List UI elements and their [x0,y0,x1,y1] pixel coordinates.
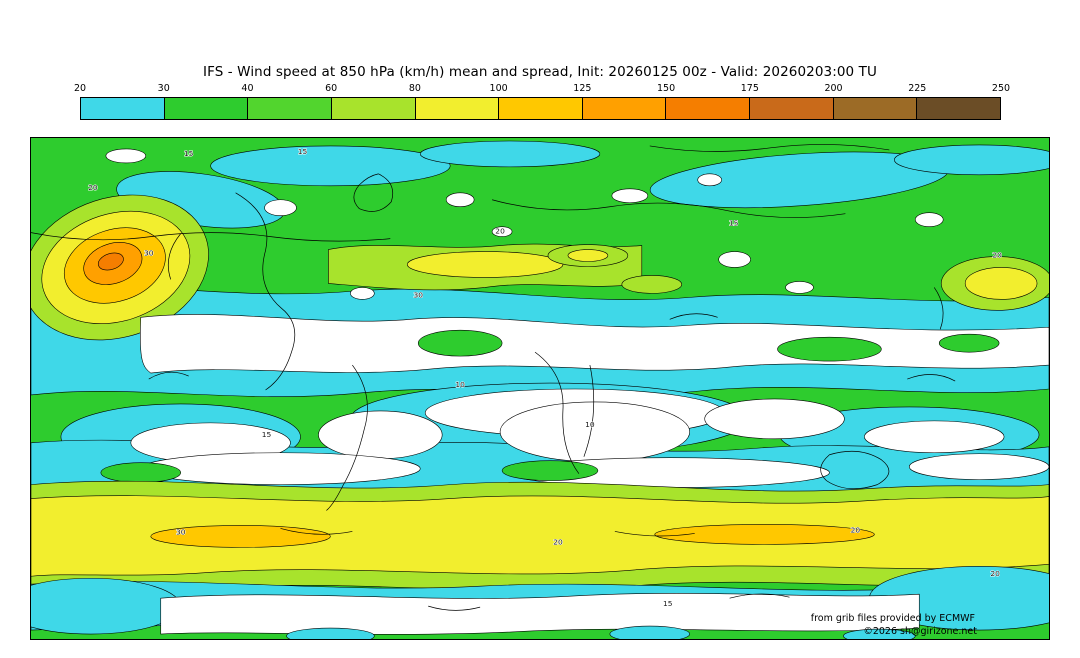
attribution-ecmwf: from grib files provided by ECMWF [810,613,975,624]
colorbar-segment [749,98,833,119]
colorbar-tick: 125 [573,83,592,94]
colorbar-segment [581,98,666,119]
colorbar-tick: 40 [241,83,254,94]
colorbar-tick: 60 [325,83,338,94]
contour-label: 15 [184,149,194,158]
map-canvas: 20 15 15 30 30 20 15 20 10 15 10 30 20 20 20 15 from gr… [30,137,1050,640]
antarctic-region [31,566,1049,639]
colorbar-tick: 250 [991,83,1011,94]
colorbar-segment [414,98,499,119]
contour-label: 20 [990,569,1000,578]
contour-label: 15 [729,219,739,228]
pacific-jet-maximum [31,194,209,341]
colorbar-segment [498,98,582,119]
colorbar-tick: 150 [657,83,676,94]
colorbar-segment [247,98,331,119]
contour-label: 20 [88,183,98,192]
small-white-spots [105,148,944,300]
contour-label: 30 [144,249,154,258]
colorbar-tick: 20 [73,83,87,94]
colorbar-tick: 80 [408,83,421,94]
attribution-copyright: ©2026 sh@girizone.net [863,626,977,637]
contour-label: 20 [992,251,1002,260]
southern-storm-track [31,480,1049,593]
contour-label: 20 [851,525,861,534]
colorbar-segment [330,98,415,119]
northern-yellow-bands [328,243,1049,311]
contour-label: 20 [553,537,563,546]
contour-label: 10 [585,420,595,429]
colorbar-tick: 200 [824,83,843,94]
contour-label: 10 [455,380,465,389]
contour-label: 15 [298,147,308,156]
colorbar-segment [832,98,917,119]
colorbar-segment [916,98,1001,119]
colorbar-tick: 100 [489,83,508,94]
chart-title: IFS - Wind speed at 850 hPa (km/h) mean … [203,64,877,80]
colorbar-tick: 175 [740,83,759,94]
colorbar-segment [81,98,164,119]
contour-label: 15 [663,599,673,608]
colorbar-ticks: 20 30 40 60 80 100 125 150 175 200 225 250 [74,83,1010,95]
colorbar-segment [163,98,248,119]
map-art: 20 15 15 30 30 20 15 20 10 15 10 30 20 20 20 15 [31,138,1049,639]
colorbar-segment [665,98,750,119]
contour-label: 15 [262,430,272,439]
colorbar-tick: 225 [908,83,927,94]
colorbar-tick: 30 [157,83,170,94]
contour-lines [31,144,956,611]
contour-label: 30 [413,290,423,299]
contour-label: 20 [495,227,505,236]
colorbar [80,97,1001,120]
contour-label: 30 [176,527,186,536]
